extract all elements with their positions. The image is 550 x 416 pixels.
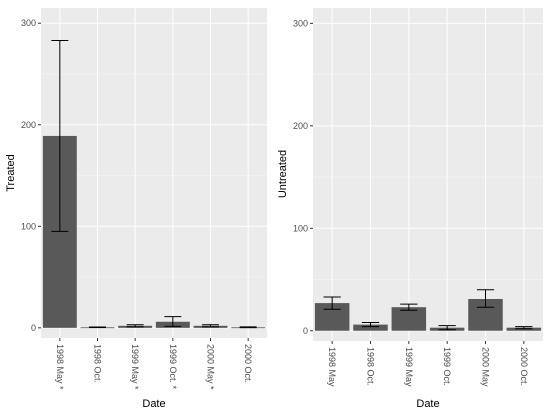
x-tick-label: 2000 May: [481, 347, 491, 387]
plot-area: [313, 8, 543, 341]
y-tick-label: 200: [293, 121, 308, 131]
y-tick-label: 100: [21, 221, 36, 231]
x-tick-label: 1998 May *: [55, 344, 65, 390]
bar: [506, 327, 542, 331]
bar: [391, 307, 427, 331]
panel-untreated: 0 100 200 300 1998 May 1998 Oct. 1999 May 1999…: [277, 8, 543, 410]
plot-area: [41, 8, 267, 338]
x-tick-label: 1999 Oct.: [442, 347, 452, 386]
bar: [353, 324, 388, 331]
x-tick-label: 1998 May: [327, 347, 337, 387]
y-tick-label: 300: [21, 18, 36, 28]
x-tick-label: 1998 Oct.: [366, 347, 376, 386]
y-tick-label: 300: [293, 18, 308, 28]
panel-treated: 0 100 200 300 1998 May * 1998 Oct. 1999 May *…: [5, 8, 267, 410]
y-tick-label: 0: [31, 323, 36, 333]
x-axis-title: Date: [416, 398, 439, 410]
y-tick-label: 100: [293, 223, 308, 233]
x-tick-label: 1999 May: [404, 347, 414, 387]
y-tick-label: 200: [21, 120, 36, 130]
x-tick-label: 1999 Oct. *: [168, 344, 178, 390]
x-tick-label: 2000 May *: [206, 344, 216, 390]
y-axis-title: Treated: [5, 154, 17, 192]
x-tick-label: 2000 Oct.: [519, 347, 529, 386]
x-tick-label: 1998 Oct.: [93, 344, 103, 383]
y-axis-title: Untreated: [277, 150, 289, 198]
x-axis-title: Date: [142, 398, 165, 410]
y-tick-label: 0: [303, 326, 308, 336]
x-tick-label: 2000 Oct.: [243, 344, 253, 383]
x-tick-label: 1999 May *: [130, 344, 140, 390]
